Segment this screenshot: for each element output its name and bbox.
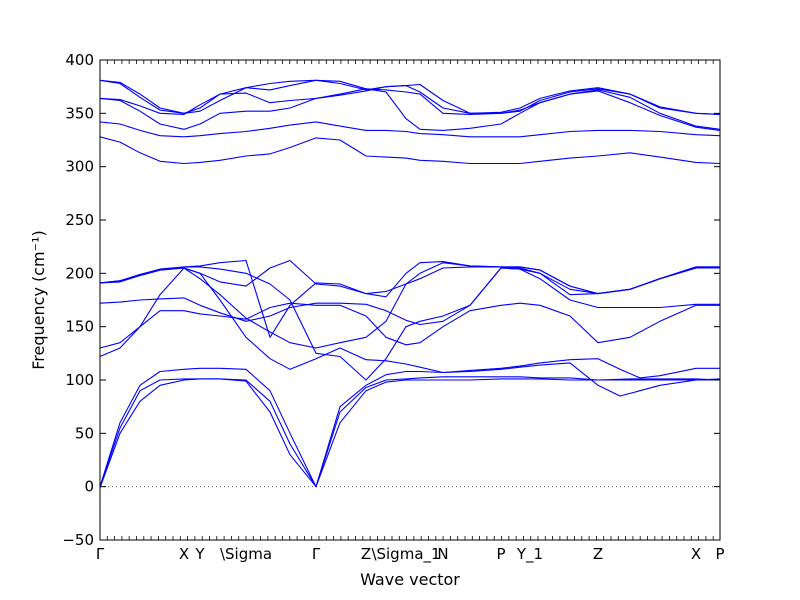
x-tick-label-5: Γ	[312, 545, 321, 563]
y-tick-label: 200	[65, 264, 94, 282]
x-tick-label-7: \Sigma_1	[371, 545, 440, 564]
band-line-5	[99, 302, 720, 349]
y-tick-label: 150	[65, 318, 94, 336]
band-line-6	[99, 267, 720, 326]
y-axis-label: Frequency (cm⁻¹)	[29, 230, 48, 369]
y-axis-ticks: −50 0 50 100 150 200 250 300 350 400	[62, 51, 720, 549]
y-tick-label: 100	[65, 371, 94, 389]
x-tick-label-3: Y	[194, 545, 205, 563]
band-line-15	[99, 79, 721, 115]
x-tick-label-13: P	[715, 545, 724, 563]
y-tick-label: −50	[62, 531, 94, 549]
y-tick-label: 350	[65, 104, 94, 122]
y-tick-label: 50	[75, 424, 94, 442]
band-line-16	[99, 79, 721, 115]
x-tick-label-1: Γ	[96, 545, 105, 563]
y-tick-label: 400	[65, 51, 94, 69]
x-tick-label-9: P	[496, 545, 505, 563]
band-line-9	[99, 259, 720, 295]
band-line-13	[99, 88, 721, 131]
band-line-2	[99, 376, 721, 488]
x-tick-label-2: X	[179, 545, 189, 563]
band-line-3	[99, 358, 720, 488]
x-axis-label: Wave vector	[360, 570, 460, 589]
band-line-11	[99, 136, 721, 165]
y-tick-label: 250	[65, 211, 94, 229]
x-tick-label-4: \Sigma	[220, 545, 272, 563]
band-line-8	[99, 266, 721, 381]
x-tick-label-6: Z	[361, 545, 371, 563]
band-line-7	[99, 266, 720, 349]
x-tick-label-10: Y_1	[516, 545, 543, 564]
plot-frame	[99, 59, 721, 541]
x-tick-label-8: N	[437, 545, 448, 563]
plot-area	[99, 79, 721, 488]
y-tick-label: 300	[65, 158, 94, 176]
x-tick-label-12: X	[691, 545, 701, 563]
band-line-10	[99, 259, 720, 338]
x-tick-label-11: Z	[593, 545, 603, 563]
band-line-12	[99, 121, 721, 138]
band-line-4	[99, 267, 721, 397]
band-line-1	[99, 378, 720, 488]
y-tick-label: 0	[84, 478, 94, 496]
x-axis-ticks: Γ X Y \Sigma Γ Z \Sigma_1N P Y_1 Z X P	[96, 60, 725, 564]
